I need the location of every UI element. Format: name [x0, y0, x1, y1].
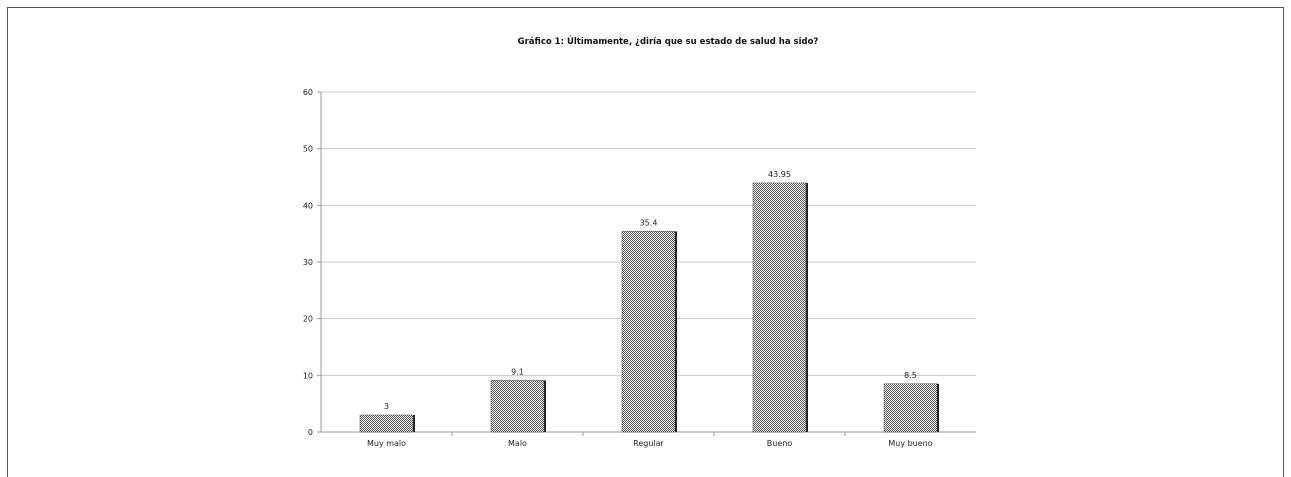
- y-tick-label: 20: [303, 315, 313, 324]
- y-tick-label: 30: [303, 258, 313, 267]
- data-label: 8.5: [904, 371, 917, 380]
- x-tick-label: Muy malo: [367, 439, 406, 448]
- x-tick-label: Muy bueno: [888, 439, 932, 448]
- x-tick-label: Malo: [508, 439, 527, 448]
- bar: [753, 183, 806, 432]
- data-label: 9.1: [511, 367, 524, 376]
- labels: 0 10 20 30 40 50 60 3 Muy malo 9.1 Malo 35.4 Regular…: [303, 88, 933, 448]
- x-tick-label: Regular: [633, 439, 664, 448]
- y-tick-label: 40: [303, 201, 313, 210]
- y-tick-label: 60: [303, 88, 313, 97]
- y-tick-label: 10: [303, 371, 313, 380]
- data-label: 43.95: [768, 170, 791, 179]
- data-label: 3: [384, 402, 389, 411]
- bar: [622, 231, 675, 432]
- x-tick-label: Bueno: [767, 439, 793, 448]
- bar: [360, 415, 413, 432]
- bar: [884, 384, 937, 432]
- bar: [491, 380, 544, 432]
- y-tick-label: 50: [303, 145, 313, 154]
- y-tick-label: 0: [308, 428, 313, 437]
- data-label: 35.4: [640, 218, 658, 227]
